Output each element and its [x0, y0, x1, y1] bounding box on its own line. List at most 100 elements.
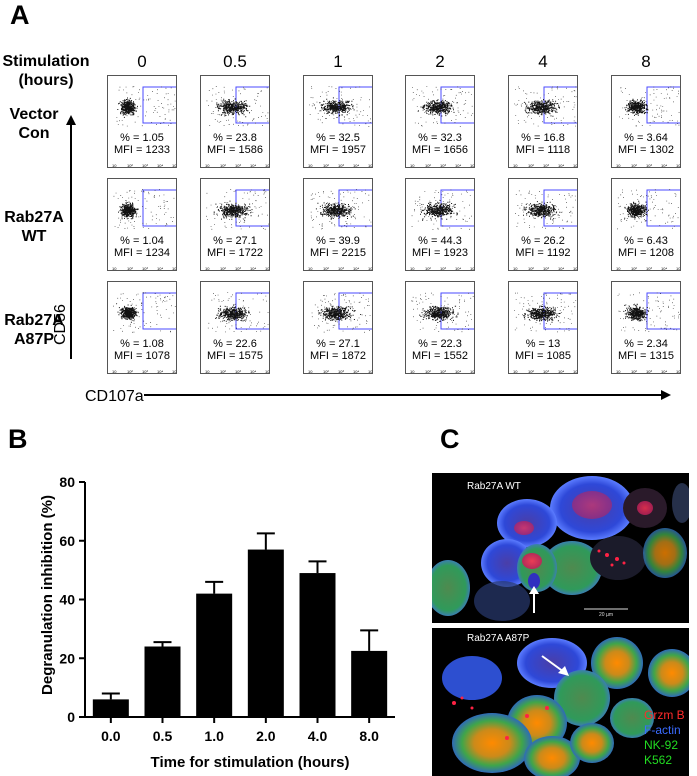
axis-tick: 10: [308, 163, 313, 168]
dot-plot: 10 10² 10³ 10⁴ 10⁵: [410, 189, 474, 271]
axis-tick: 10³: [338, 163, 344, 168]
dot-plot: 10 10² 10³ 10⁴ 10⁵: [205, 292, 269, 374]
axis-tick: 10: [616, 266, 621, 271]
x-tick-label: 2.0: [256, 728, 276, 744]
event-dots: [411, 189, 472, 230]
axis-tick: 10³: [235, 369, 241, 374]
axis-tick: 10²: [528, 369, 534, 374]
mfi-value: MFI = 1586: [207, 144, 263, 156]
mfi-value: MFI = 1234: [114, 247, 170, 259]
x-tick-label: 4.0: [308, 728, 328, 744]
x-tick-label: 0.5: [153, 728, 173, 744]
row-label-2: Rab27A A87P: [2, 311, 66, 349]
time-header-1: 0.5: [223, 52, 247, 71]
flow-plot: 10 10² 10³ 10⁴ 10⁵ % = 2.34 MFI = 1315: [611, 281, 681, 374]
dot-plot: 10 10² 10³ 10⁴ 10⁵: [410, 292, 474, 374]
event-dots: [412, 86, 474, 127]
axis-tick: 10²: [323, 266, 329, 271]
y-tick-label: 20: [59, 650, 75, 666]
event-dots: [206, 86, 269, 127]
axis-tick: 10³: [142, 369, 148, 374]
mfi-value: MFI = 1656: [412, 144, 468, 156]
event-dots: [207, 292, 269, 333]
axis-tick: 10: [205, 369, 210, 374]
gate-box: [338, 189, 372, 227]
axis-tick: 10⁴: [250, 163, 256, 168]
axis-tick: 10²: [127, 163, 133, 168]
flow-plot: 10 10² 10³ 10⁴ 10⁵ % = 3.64 MFI = 1302: [611, 75, 681, 168]
percent-value: % = 32.5: [316, 132, 360, 144]
axis-tick: 10⁵: [470, 163, 475, 168]
flow-plot: 10 10² 10³ 10⁴ 10⁵ % = 39.9 MFI = 2215: [303, 178, 373, 271]
x-tick-label: 0.0: [101, 728, 121, 744]
flow-plot: 10 10² 10³ 10⁴ 10⁵ % = 1.05 MFI = 1233: [107, 75, 177, 168]
event-dots: [309, 86, 371, 127]
bar-4.0: [299, 573, 336, 717]
cd107a-axis-arrow: [144, 390, 671, 400]
axis-tick: 10: [112, 266, 117, 271]
axis-tick: 10: [308, 369, 313, 374]
axis-tick: 10⁴: [353, 266, 359, 271]
event-dots: [515, 190, 576, 230]
row-label-line2: Con: [18, 125, 50, 142]
dot-plot: 10 10² 10³ 10⁴ 10⁵: [112, 189, 176, 271]
axis-tick: 10⁴: [250, 369, 256, 374]
legend-entry-1: F-actin: [644, 723, 681, 737]
event-dots: [311, 292, 371, 333]
dot-plot: 10 10² 10³ 10⁴ 10⁵: [205, 189, 270, 271]
gate-box: [142, 189, 176, 227]
event-dots: [514, 292, 577, 333]
axis-tick: 10²: [528, 163, 534, 168]
axis-tick: 10: [205, 266, 210, 271]
percent-value: % = 22.3: [418, 338, 462, 350]
mfi-value: MFI = 1085: [515, 350, 571, 362]
event-dots: [514, 86, 577, 127]
axis-tick: 10²: [323, 369, 329, 374]
event-dots: [617, 292, 680, 332]
bar-1.0: [196, 593, 233, 717]
row-label-1: Rab27A WT: [2, 208, 66, 246]
flow-plot: 10 10² 10³ 10⁴ 10⁵ % = 1.08 MFI = 1078: [107, 281, 177, 374]
axis-tick: 10⁴: [661, 266, 667, 271]
axis-tick: 10³: [235, 163, 241, 168]
axis-tick: 10²: [425, 369, 431, 374]
gate-box: [646, 189, 680, 227]
dot-plot: 10 10² 10³ 10⁴ 10⁵: [513, 292, 577, 374]
axis-tick: 10³: [142, 163, 148, 168]
axis-tick: 10: [410, 266, 415, 271]
axis-tick: 10⁵: [368, 266, 373, 271]
percent-value: % = 16.8: [521, 132, 565, 144]
mfi-value: MFI = 1552: [412, 350, 468, 362]
x-axis: 0.0 0.5 1.0 2.0 4.0 8.0: [85, 716, 395, 744]
axis-tick: 10⁴: [661, 369, 667, 374]
percent-value: % = 27.1: [316, 338, 360, 350]
axis-tick: 10⁵: [573, 163, 578, 168]
percent-value: % = 27.1: [213, 235, 257, 247]
axis-tick: 10⁴: [558, 163, 564, 168]
flow-plot: 10 10² 10³ 10⁴ 10⁵ % = 44.3 MFI = 1923: [405, 178, 475, 271]
row-label-line1: Rab27A: [4, 209, 64, 226]
axis-tick: 10³: [543, 369, 549, 374]
time-header-4: 4: [538, 52, 548, 71]
percent-value: % = 13: [525, 338, 561, 350]
time-header-0: 0: [137, 52, 147, 71]
event-dots: [206, 189, 269, 230]
dot-plot: 10 10² 10³ 10⁴ 10⁵: [308, 189, 373, 271]
axis-tick: 10²: [631, 163, 637, 168]
axis-tick: 10²: [631, 266, 637, 271]
flow-plot: 10 10² 10³ 10⁴ 10⁵ % = 16.8 MFI = 1118: [508, 75, 578, 168]
dot-plot: 10 10² 10³ 10⁴ 10⁵: [308, 86, 372, 168]
legend-entry-3: K562: [644, 753, 673, 767]
axis-tick: 10⁴: [455, 369, 461, 374]
wt-image-label: Rab27A WT: [467, 481, 521, 492]
bar-2.0: [247, 549, 284, 717]
flow-plot: 10 10² 10³ 10⁴ 10⁵ % = 23.8 MFI = 1586: [200, 75, 270, 168]
percent-value: % = 3.64: [624, 132, 668, 144]
time-header-5: 8: [641, 52, 651, 71]
axis-tick: 10⁵: [265, 266, 270, 271]
x-tick-label: 1.0: [204, 728, 224, 744]
axis-tick: 10³: [646, 266, 652, 271]
mfi-value: MFI = 1722: [207, 247, 263, 259]
dot-plot: 10 10² 10³ 10⁴ 10⁵: [205, 86, 269, 168]
mfi-value: MFI = 1315: [618, 350, 674, 362]
